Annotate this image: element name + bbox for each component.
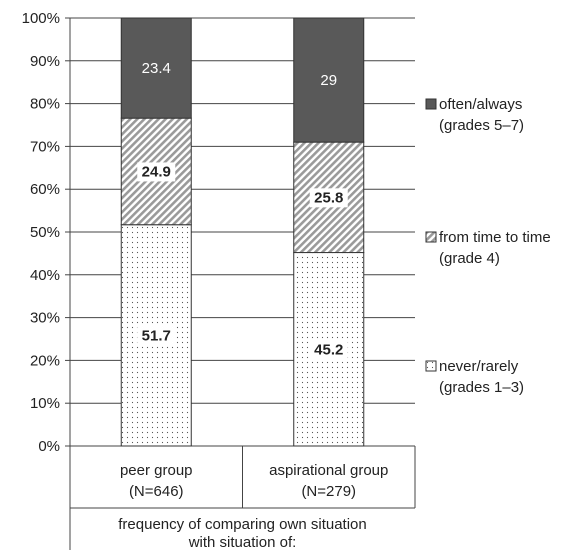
legend-swatch — [425, 231, 437, 243]
legend-label: never/rarely — [439, 358, 519, 375]
y-tick-label: 80% — [30, 96, 60, 113]
legend-sublabel: (grade 4) — [439, 250, 500, 267]
category-sublabel: (N=279) — [301, 483, 356, 500]
data-label: 29 — [320, 72, 337, 89]
category-label: aspirational group — [269, 462, 388, 479]
data-label-backdrop — [137, 162, 176, 182]
x-axis-title: with situation of: — [188, 534, 297, 550]
data-label: 23.4 — [142, 60, 171, 77]
data-label: 24.9 — [142, 163, 171, 180]
bar-segment — [120, 17, 192, 119]
bar-segment — [293, 17, 365, 143]
data-label-backdrop — [309, 188, 348, 208]
data-label-backdrop — [309, 340, 348, 360]
legend-label: often/always — [439, 96, 522, 113]
data-label: 51.7 — [142, 327, 171, 344]
data-label: 25.8 — [314, 189, 343, 206]
legend-swatch — [425, 98, 437, 110]
y-tick-label: 30% — [30, 310, 60, 327]
y-tick-label: 100% — [22, 10, 60, 27]
data-label: 45.2 — [314, 341, 343, 358]
y-tick-label: 90% — [30, 53, 60, 70]
category-sublabel: (N=646) — [129, 483, 184, 500]
y-tick-label: 20% — [30, 352, 60, 369]
y-tick-label: 60% — [30, 181, 60, 198]
category-label: peer group — [120, 462, 193, 479]
legend-swatch — [425, 360, 437, 372]
x-axis-title: frequency of comparing own situation — [118, 516, 366, 533]
y-tick-label: 50% — [30, 224, 60, 241]
legend-label: from time to time — [439, 229, 551, 246]
legend-sublabel: (grades 1–3) — [439, 379, 524, 396]
bar-segment — [120, 117, 192, 226]
y-tick-label: 40% — [30, 267, 60, 284]
data-label-backdrop — [137, 326, 176, 346]
y-tick-label: 70% — [30, 138, 60, 155]
y-tick-label: 10% — [30, 395, 60, 412]
legend-sublabel: (grades 5–7) — [439, 117, 524, 134]
y-tick-label: 0% — [38, 438, 60, 455]
